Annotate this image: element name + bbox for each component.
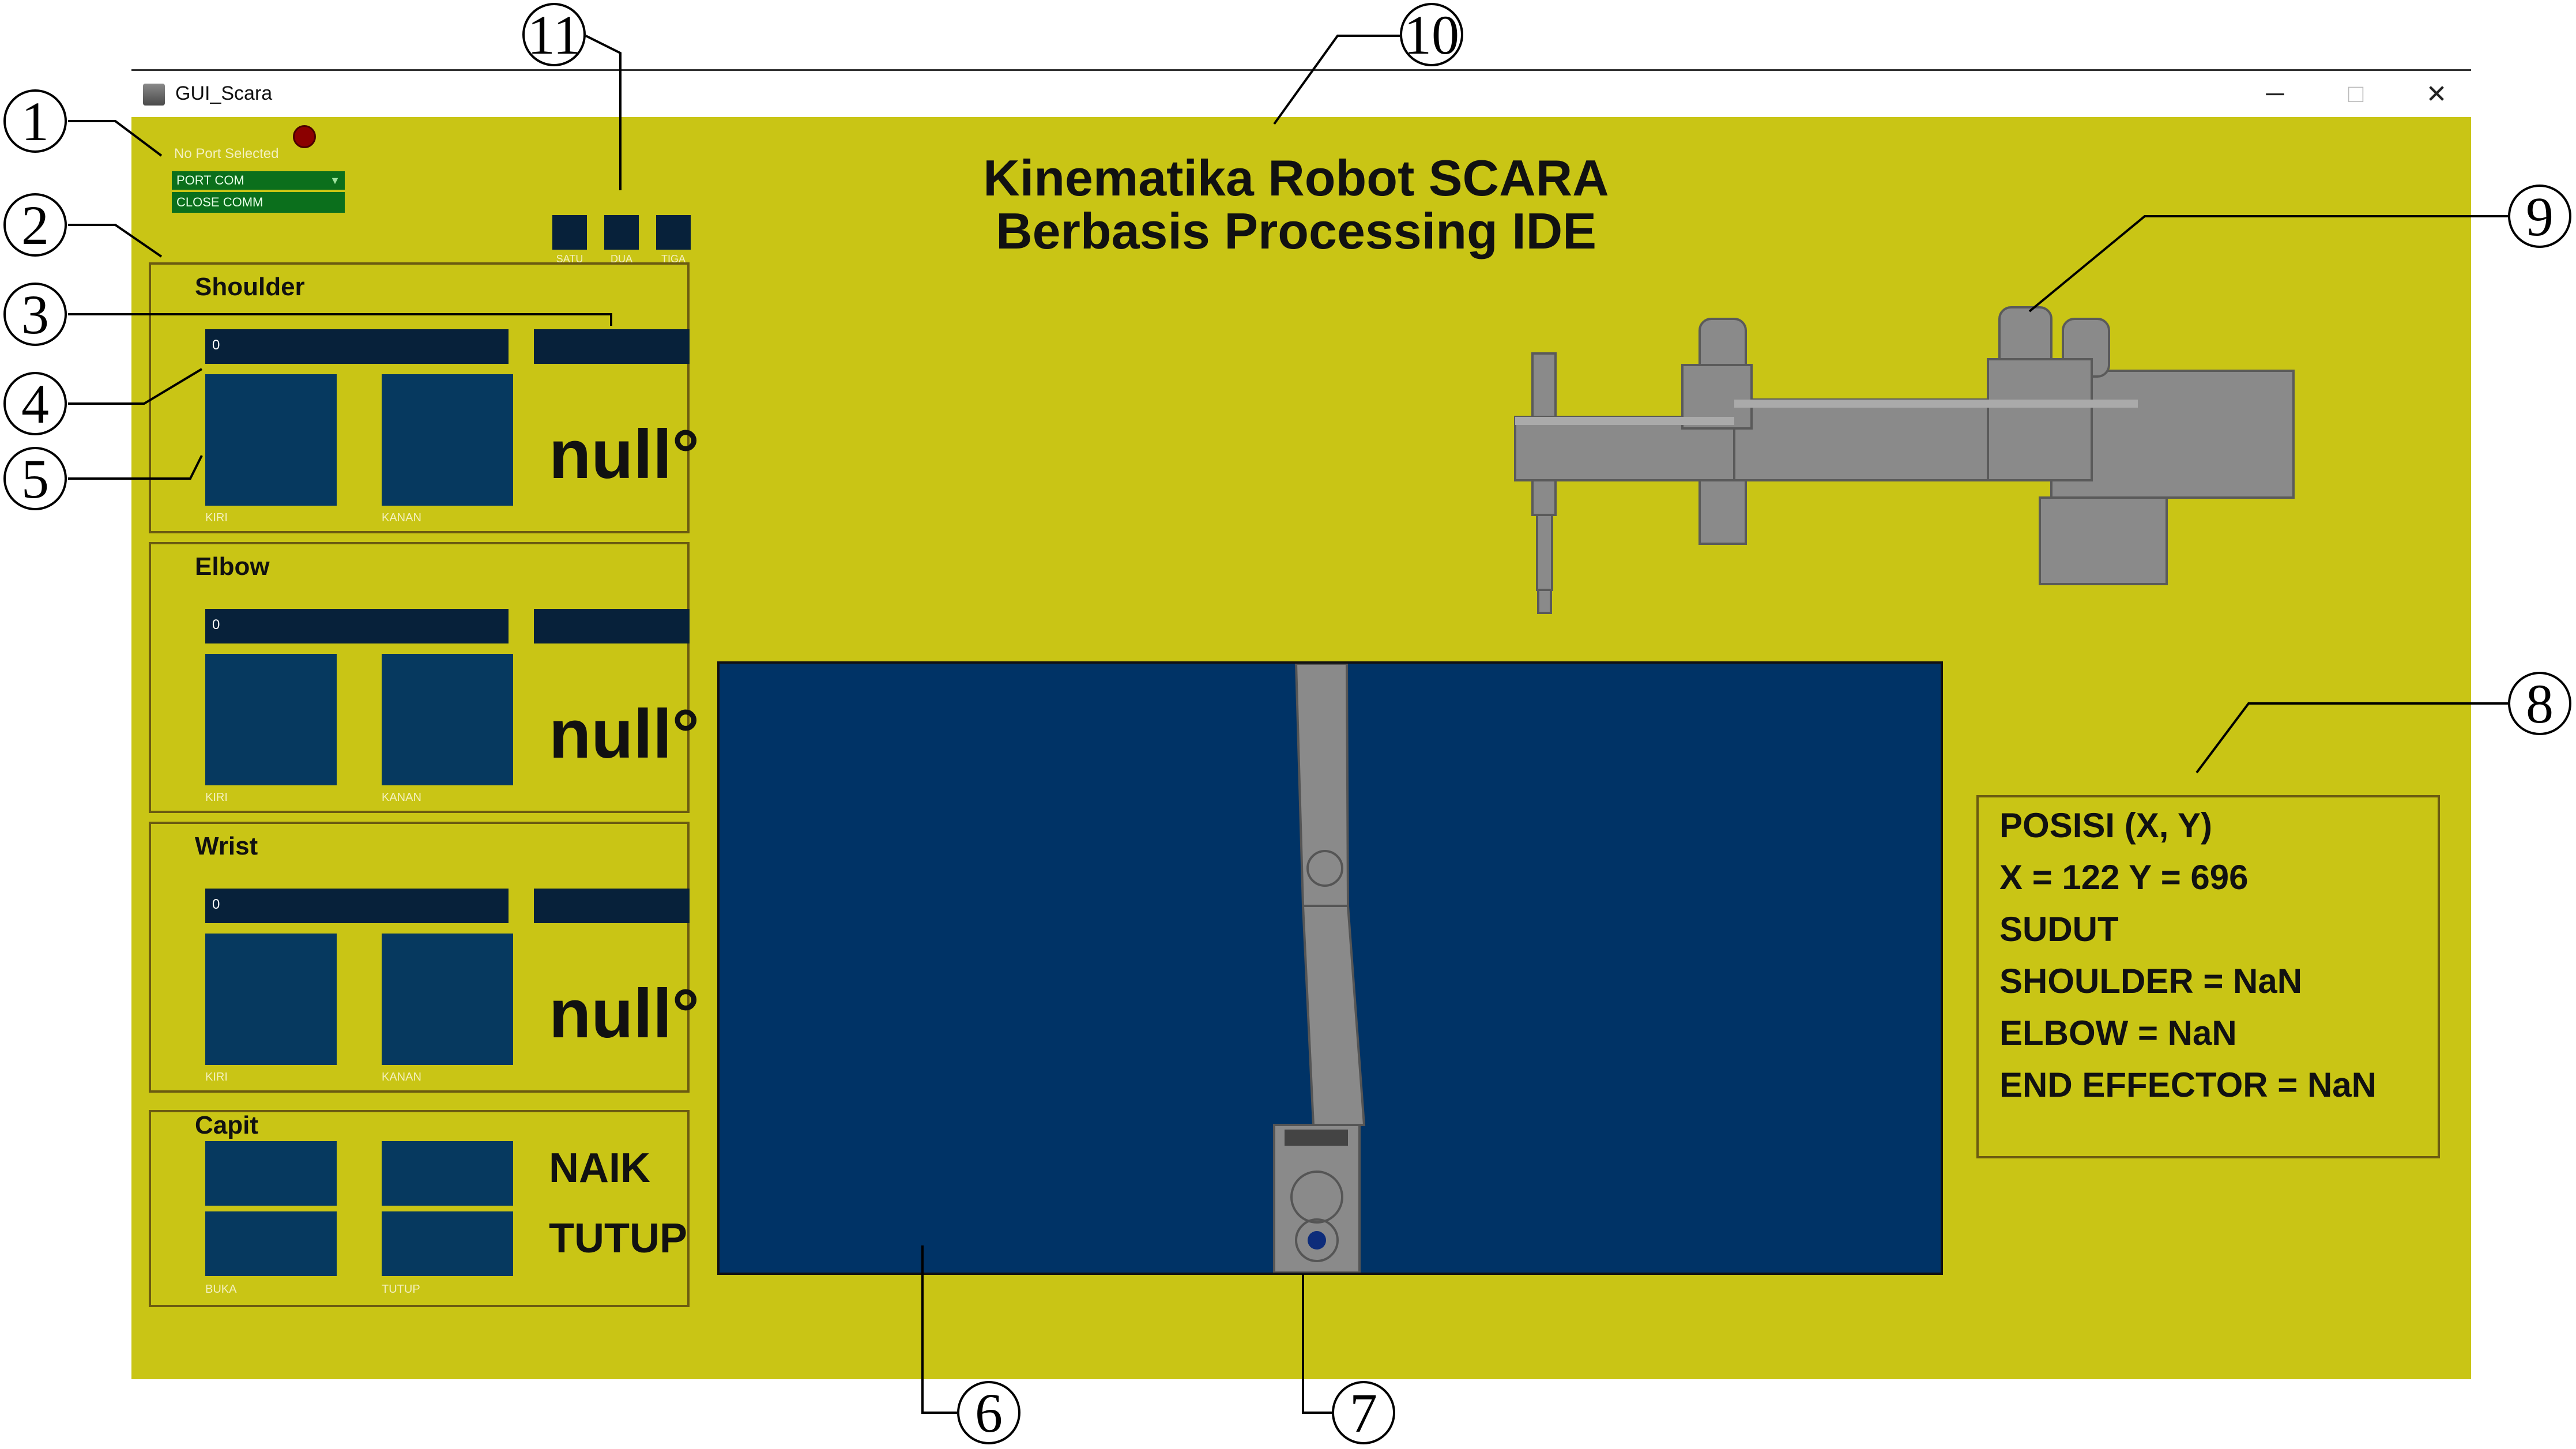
callout-7: 7 [1332, 1381, 1395, 1444]
wrist-slider[interactable]: 0 [205, 889, 509, 923]
panel-title: Shoulder [195, 273, 305, 301]
workspace-view [717, 661, 1943, 1275]
mode-button-satu[interactable] [552, 215, 587, 250]
panel-title: Elbow [195, 552, 270, 581]
buka-label: BUKA [205, 1283, 237, 1296]
elbow-kiri-button[interactable] [205, 654, 337, 785]
panel-title: Wrist [195, 832, 258, 860]
slider-value: 0 [212, 337, 220, 353]
callout-5: 5 [3, 447, 67, 510]
mode-button-tiga[interactable] [656, 215, 691, 250]
shoulder-kanan-button[interactable] [382, 374, 513, 506]
callout-11: 11 [522, 3, 586, 66]
elbow-angle-display: null° [549, 695, 700, 773]
kanan-label: KANAN [382, 1071, 421, 1083]
info-elbow-value: ELBOW = NaN [1999, 1014, 2237, 1052]
kiri-label: KIRI [205, 791, 228, 804]
shoulder-slider[interactable]: 0 [205, 329, 509, 364]
title-line-1: Kinematika Robot SCARA [983, 149, 1609, 206]
panel-title: Capit [195, 1111, 258, 1139]
info-xy-values: X = 122 Y = 696 [1999, 858, 2249, 897]
callout-10: 10 [1400, 3, 1463, 66]
mode-label-satu: SATU [556, 253, 583, 265]
port-status-text: No Port Selected [174, 146, 279, 161]
elbow-angle-input[interactable] [534, 609, 690, 643]
title-line-2: Berbasis Processing IDE [996, 202, 1596, 259]
callout-2: 2 [3, 193, 67, 257]
shoulder-panel: Shoulder 0 KIRI KANAN null° [149, 262, 699, 533]
close-comm-button[interactable]: CLOSE COMM [172, 192, 345, 213]
elbow-kanan-button[interactable] [382, 654, 513, 785]
wrist-angle-input[interactable] [534, 889, 690, 923]
elbow-slider[interactable]: 0 [205, 609, 509, 643]
kanan-label: KANAN [382, 791, 421, 804]
tutup-label: TUTUP [382, 1283, 420, 1296]
callout-4: 4 [3, 372, 67, 435]
title-bar: GUI_Scara ─ □ ✕ [131, 71, 2471, 117]
kiri-label: KIRI [205, 1071, 228, 1083]
capit-panel: Capit BUKA TUTUP NAIK TUTUP [149, 1110, 690, 1307]
info-end-effector-value: END EFFECTOR = NaN [1999, 1066, 2377, 1104]
elbow-panel: Elbow 0 KIRI KANAN null° [149, 542, 699, 813]
callout-1: 1 [3, 89, 67, 153]
slider-value: 0 [212, 897, 220, 912]
shoulder-angle-display: null° [549, 416, 700, 493]
wrist-kanan-button[interactable] [382, 934, 513, 1065]
app-icon [143, 84, 165, 106]
robot-top-view [1273, 664, 1366, 1273]
minimize-button[interactable]: ─ [2266, 80, 2284, 108]
capit-state-tutup: TUTUP [549, 1215, 687, 1262]
capit-tutup-button[interactable] [382, 1141, 513, 1206]
chevron-down-icon: ▼ [330, 175, 340, 186]
mode-label-tiga: TIGA [661, 253, 686, 265]
capit-buka-button[interactable] [205, 1211, 337, 1276]
info-shoulder-value: SHOULDER = NaN [1999, 962, 2303, 1000]
mode-button-dua[interactable] [604, 215, 639, 250]
wrist-kiri-button[interactable] [205, 934, 337, 1065]
callout-8: 8 [2508, 672, 2571, 735]
window-title: GUI_Scara [175, 82, 273, 104]
robot-3d-model [1514, 306, 2295, 614]
port-com-dropdown[interactable]: PORT COM ▼ [172, 171, 345, 190]
wrist-angle-display: null° [549, 975, 700, 1052]
maximize-button[interactable]: □ [2348, 80, 2364, 108]
connection-status-led [293, 125, 316, 148]
close-window-button[interactable]: ✕ [2426, 80, 2447, 108]
app-window: GUI_Scara ─ □ ✕ No Port Selected PORT CO… [131, 69, 2471, 1379]
mode-label-dua: DUA [610, 253, 632, 265]
capit-tutup2-button[interactable] [382, 1211, 513, 1276]
callout-6: 6 [957, 1381, 1020, 1444]
slider-value: 0 [212, 617, 220, 633]
shoulder-angle-input[interactable] [534, 329, 690, 364]
shoulder-kiri-button[interactable] [205, 374, 337, 506]
kanan-label: KANAN [382, 511, 421, 524]
kiri-label: KIRI [205, 511, 228, 524]
position-info-panel: POSISI (X, Y) X = 122 Y = 696 SUDUT SHOU… [1976, 795, 2440, 1158]
app-canvas: No Port Selected PORT COM ▼ CLOSE COMM S… [131, 117, 2471, 1379]
callout-9: 9 [2508, 185, 2571, 248]
callout-3: 3 [3, 283, 67, 346]
info-position-heading: POSISI (X, Y) [1999, 806, 2212, 845]
info-angle-heading: SUDUT [1999, 910, 2119, 949]
wrist-panel: Wrist 0 KIRI KANAN null° [149, 822, 699, 1093]
capit-naik-button[interactable] [205, 1141, 337, 1206]
page-title: Kinematika Robot SCARA Berbasis Processi… [852, 152, 1740, 258]
port-com-label: PORT COM [176, 173, 244, 187]
capit-state-naik: NAIK [549, 1145, 650, 1191]
